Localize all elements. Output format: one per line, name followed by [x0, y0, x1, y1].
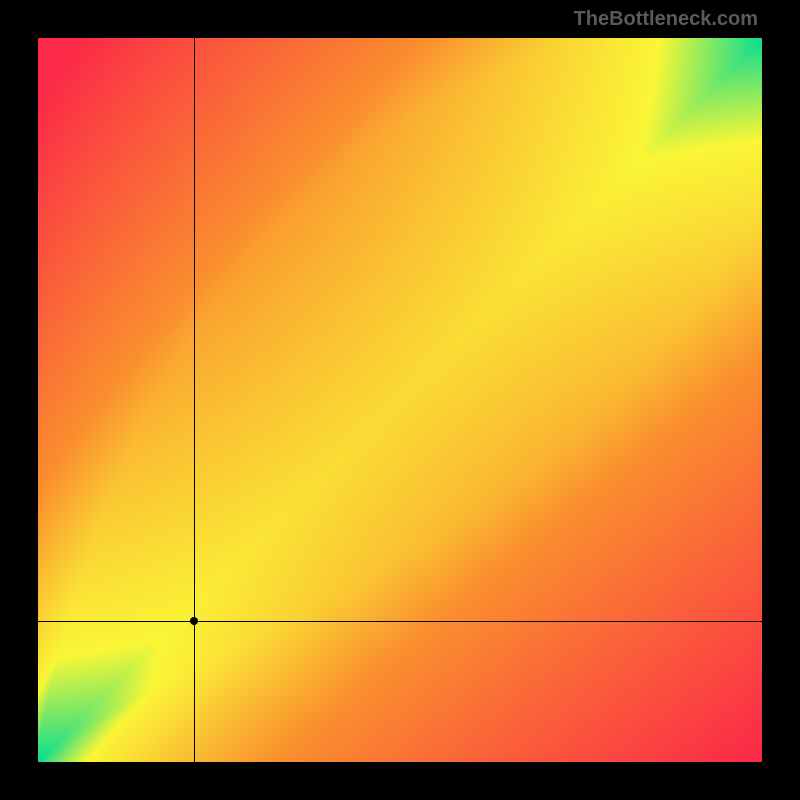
heatmap-canvas	[38, 38, 762, 762]
crosshair-vertical	[194, 38, 195, 762]
heatmap-plot	[38, 38, 762, 762]
selection-marker	[190, 617, 198, 625]
watermark-text: TheBottleneck.com	[574, 8, 758, 31]
chart-container: TheBottleneck.com	[0, 0, 800, 800]
crosshair-horizontal	[38, 621, 762, 622]
